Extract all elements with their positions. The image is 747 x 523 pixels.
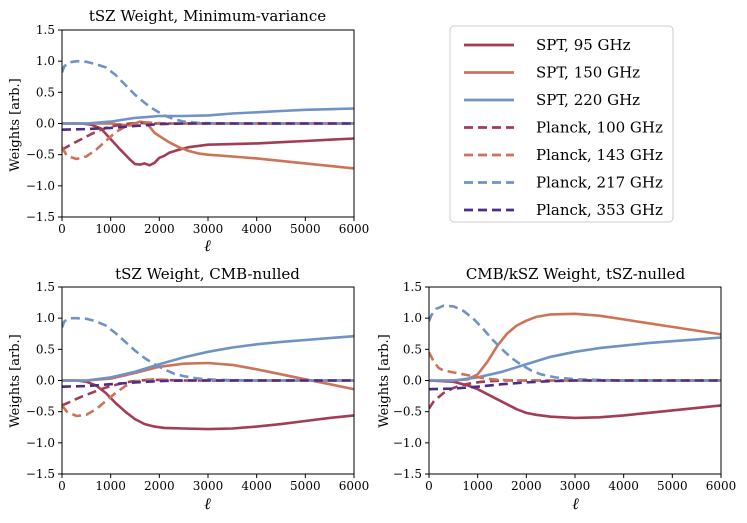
y-axis-label-top-left: Weights [arb.]	[8, 78, 23, 171]
series-spt-150-ghz	[429, 312, 721, 382]
y-tick-label: 1.0	[36, 54, 55, 68]
series-planck-217-ghz	[62, 59, 354, 125]
series-group	[429, 304, 721, 420]
series-group	[62, 59, 354, 170]
series-planck-217-ghz	[62, 316, 354, 382]
series-spt-220-ghz	[62, 107, 354, 125]
series-group	[62, 316, 354, 431]
series-planck-143-ghz	[429, 351, 721, 382]
y-tick-label: −0.5	[26, 148, 55, 162]
legend-label: Planck, 143 GHz	[536, 146, 663, 164]
panel-title-bottom-right: CMB/kSZ Weight, tSZ-nulled	[466, 265, 686, 283]
panel-title-top-left: tSZ Weight, Minimum-variance	[89, 7, 326, 25]
x-tick-label: 3000	[193, 222, 224, 236]
x-tick-label: 1000	[95, 479, 126, 493]
y-tick-label: 0.5	[36, 342, 55, 356]
legend-label: Planck, 217 GHz	[536, 174, 663, 192]
legend-frame	[449, 25, 674, 223]
y-tick-label: −1.0	[26, 179, 55, 193]
legend-entry-spt-95-ghz: SPT, 95 GHz	[464, 36, 631, 54]
y-tick-label: 1.0	[403, 311, 422, 325]
y-tick-label: 1.5	[36, 280, 55, 294]
x-tick-label: 2000	[144, 479, 175, 493]
x-tick-label: 3000	[560, 479, 591, 493]
x-tick-label: 4000	[241, 222, 272, 236]
series-planck-353-ghz	[62, 122, 354, 131]
panel-cmb-ksz-tsz-nulled: 0 1000 2000 3000 4000 5000 6000 −1.5 −1.0 −0.5 0.0…	[393, 280, 736, 493]
legend-entry-planck-353-ghz: Planck, 353 GHz	[464, 201, 663, 219]
panel-tsz-minimum-variance: 0 1000 2000 3000 4000 5000 6000 −1.5 −1.0 −0.5 0.0…	[26, 23, 369, 236]
x-tick-label: 0	[58, 222, 66, 236]
legend-entry-spt-150-ghz: SPT, 150 GHz	[464, 64, 640, 82]
y-tick-label: −1.5	[393, 467, 422, 481]
x-tick-label: 3000	[193, 479, 224, 493]
legend-entry-planck-100-ghz: Planck, 100 GHz	[464, 119, 663, 137]
legend-label: SPT, 150 GHz	[536, 64, 640, 82]
y-axis-label-bottom-right: Weights [arb.]	[377, 334, 392, 427]
y-tick-label: 0.0	[403, 374, 422, 388]
y-tick-label: 0.0	[36, 374, 55, 388]
y-tick-label: −0.5	[393, 405, 422, 419]
x-tick-label: 4000	[241, 479, 272, 493]
series-planck-100-ghz	[429, 379, 721, 410]
series-spt-95-ghz	[62, 122, 354, 167]
legend-entry-planck-143-ghz: Planck, 143 GHz	[464, 146, 663, 164]
legend-label: SPT, 220 GHz	[536, 91, 640, 109]
y-tick-label: 0.5	[36, 85, 55, 99]
x-tick-label: 6000	[339, 479, 370, 493]
panel-tsz-cmb-nulled: 0 1000 2000 3000 4000 5000 6000 −1.5 −1.0 −0.5 0.0…	[26, 280, 369, 493]
x-tick-label: 5000	[290, 479, 321, 493]
x-tick-label: 5000	[657, 479, 688, 493]
legend: SPT, 95 GHz SPT, 150 GHz SPT, 220 GHz Planc…	[449, 25, 674, 223]
y-tick-label: 1.5	[403, 280, 422, 294]
x-tick-label: 5000	[290, 222, 321, 236]
x-tick-label: 1000	[462, 479, 493, 493]
y-tick-label: 0.5	[403, 342, 422, 356]
series-planck-217-ghz	[429, 304, 721, 382]
series-planck-353-ghz	[62, 379, 354, 388]
x-tick-label: 0	[425, 479, 433, 493]
y-tick-label: 1.5	[36, 23, 55, 37]
x-tick-label: 2000	[144, 222, 175, 236]
legend-label: Planck, 100 GHz	[536, 119, 663, 137]
y-tick-label: 0.0	[36, 117, 55, 131]
y-tick-label: 1.0	[36, 311, 55, 325]
x-tick-label: 1000	[95, 222, 126, 236]
x-axis-label-top-left: ℓ	[204, 236, 211, 255]
y-tick-label: −1.5	[26, 210, 55, 224]
series-spt-95-ghz	[429, 379, 721, 420]
y-tick-label: −1.5	[26, 467, 55, 481]
y-axis-label-bottom-left: Weights [arb.]	[8, 334, 23, 427]
legend-label: SPT, 95 GHz	[536, 36, 631, 54]
legend-entry-spt-220-ghz: SPT, 220 GHz	[464, 91, 640, 109]
x-tick-label: 2000	[511, 479, 542, 493]
x-axis-label-bottom-left: ℓ	[204, 494, 211, 513]
y-tick-label: −1.0	[393, 436, 422, 450]
x-tick-label: 6000	[706, 479, 737, 493]
panel-title-bottom-left: tSZ Weight, CMB-nulled	[115, 265, 300, 283]
legend-entry-planck-217-ghz: Planck, 217 GHz	[464, 174, 663, 192]
legend-label: Planck, 353 GHz	[536, 201, 663, 219]
series-planck-353-ghz	[429, 379, 721, 391]
x-tick-label: 0	[58, 479, 66, 493]
series-spt-220-ghz	[429, 336, 721, 382]
series-spt-220-ghz	[62, 334, 354, 382]
y-tick-label: −1.0	[26, 436, 55, 450]
y-tick-label: −0.5	[26, 405, 55, 419]
x-axis-label-bottom-right: ℓ	[572, 494, 579, 513]
x-tick-label: 6000	[339, 222, 370, 236]
x-tick-label: 4000	[608, 479, 639, 493]
